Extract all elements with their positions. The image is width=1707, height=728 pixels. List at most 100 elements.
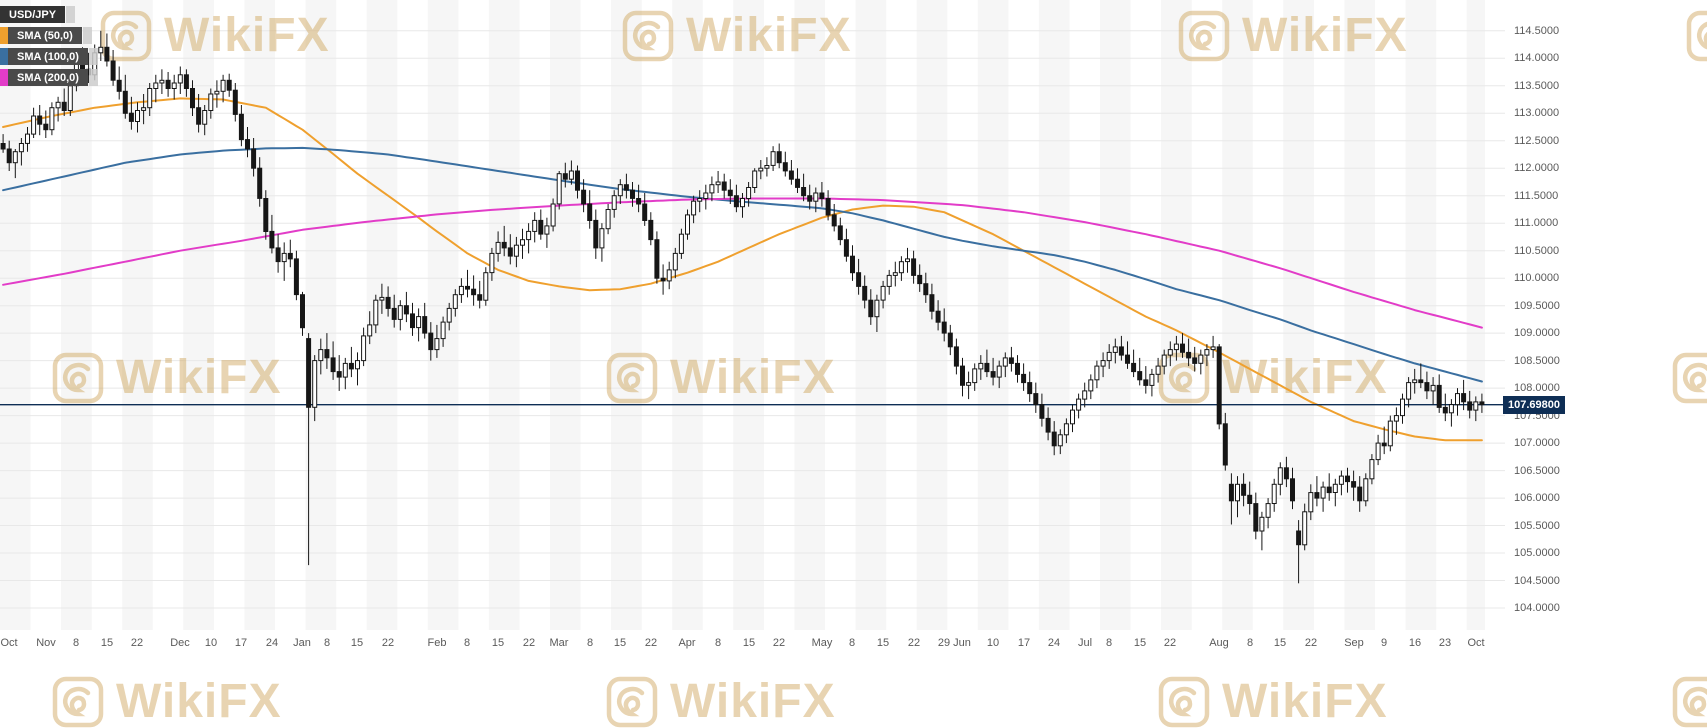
price-axis-label: 114.5000 bbox=[1514, 25, 1560, 37]
wikifx-logo-icon bbox=[1672, 676, 1707, 728]
time-axis-label: 15 bbox=[350, 637, 364, 649]
time-axis-label: Dec bbox=[170, 637, 190, 649]
wikifx-watermark-text: WikiFX bbox=[116, 675, 282, 728]
price-axis-label: 107.0000 bbox=[1514, 437, 1560, 449]
time-axis-label: 8 bbox=[1246, 637, 1254, 649]
indicator-badge-sma50[interactable]: SMA (50,0) bbox=[0, 27, 98, 44]
legend-endcap bbox=[82, 27, 92, 44]
time-axis: Oct Nov 8 15 22 Dec 10 17 24 Jan 8 15 22 Feb 8 15 22 Mar 8… bbox=[0, 630, 1520, 656]
time-axis-label: 10 bbox=[204, 637, 218, 649]
price-axis-label: 104.0000 bbox=[1514, 602, 1560, 614]
price-axis-label: 109.5000 bbox=[1514, 300, 1560, 312]
time-axis-label: 8 bbox=[463, 637, 471, 649]
price-axis-label: 105.0000 bbox=[1514, 547, 1560, 559]
indicator-badge-sma200[interactable]: SMA (200,0) bbox=[0, 69, 98, 86]
current-price-badge: 107.69800 bbox=[1503, 396, 1565, 414]
wikifx-watermark: WikiFX bbox=[52, 676, 282, 728]
price-axis-label: 108.0000 bbox=[1514, 382, 1560, 394]
time-axis-label: 22 bbox=[1304, 637, 1318, 649]
chart-plot[interactable] bbox=[0, 0, 1505, 630]
time-axis-label: Aug bbox=[1209, 637, 1229, 649]
price-axis-label: 113.0000 bbox=[1514, 107, 1560, 119]
time-axis-label: 17 bbox=[234, 637, 248, 649]
time-axis-label: 22 bbox=[907, 637, 921, 649]
sma-50-line bbox=[2, 97, 1483, 442]
price-axis-label: 113.5000 bbox=[1514, 80, 1560, 92]
indicator-badge-sma100[interactable]: SMA (100,0) bbox=[0, 48, 98, 65]
time-axis-label: 22 bbox=[130, 637, 144, 649]
time-axis-label: Jul bbox=[1077, 637, 1093, 649]
time-axis-label: 24 bbox=[1047, 637, 1061, 649]
sma-100-line bbox=[2, 146, 1483, 383]
time-axis-label: 9 bbox=[1380, 637, 1388, 649]
time-axis-label: 15 bbox=[1133, 637, 1147, 649]
time-axis-label: 15 bbox=[100, 637, 114, 649]
legend-endcap bbox=[88, 69, 98, 86]
time-axis-label: 8 bbox=[848, 637, 856, 649]
time-axis-label: 16 bbox=[1408, 637, 1422, 649]
time-axis-label: Feb bbox=[427, 637, 447, 649]
wikifx-watermark: WikiFX bbox=[606, 676, 836, 728]
time-axis-label: Sep bbox=[1344, 637, 1364, 649]
time-axis-label: 8 bbox=[323, 637, 331, 649]
price-axis-label: 108.5000 bbox=[1514, 355, 1560, 367]
sma100-color-chip bbox=[0, 48, 8, 65]
price-gridlines bbox=[0, 30, 1505, 609]
wikifx-logo-icon bbox=[52, 676, 104, 728]
price-axis-label: 105.5000 bbox=[1514, 520, 1560, 532]
price-axis-label: 109.0000 bbox=[1514, 327, 1560, 339]
symbol-label: USD/JPY bbox=[0, 6, 66, 23]
time-axis-label: Apr bbox=[678, 637, 696, 649]
symbol-badge[interactable]: USD/JPY bbox=[0, 6, 98, 23]
price-axis-label: 104.5000 bbox=[1514, 575, 1560, 587]
price-axis-label: 106.5000 bbox=[1514, 465, 1560, 477]
price-axis-label: 111.0000 bbox=[1514, 217, 1559, 229]
chart-legend: USD/JPY SMA (50,0) SMA (100,0) SMA (200,… bbox=[0, 6, 98, 90]
time-axis-label: Oct bbox=[0, 637, 18, 649]
price-axis-label: 106.0000 bbox=[1514, 492, 1560, 504]
time-axis-label: 22 bbox=[522, 637, 536, 649]
time-axis-label: Jan bbox=[293, 637, 311, 649]
legend-endcap bbox=[66, 6, 76, 23]
time-axis-label: Mar bbox=[549, 637, 569, 649]
price-axis-label: 112.5000 bbox=[1514, 135, 1560, 147]
time-axis-label: 23 bbox=[1438, 637, 1452, 649]
time-axis-label: 24 bbox=[265, 637, 279, 649]
time-axis-label: 8 bbox=[1105, 637, 1113, 649]
time-axis-label: 15 bbox=[742, 637, 756, 649]
price-axis-label: 110.5000 bbox=[1514, 245, 1560, 257]
wikifx-watermark-text: WikiFX bbox=[670, 675, 836, 728]
price-axis-label: 110.0000 bbox=[1514, 272, 1560, 284]
wikifx-logo-icon bbox=[1158, 676, 1210, 728]
time-axis-label: 8 bbox=[586, 637, 594, 649]
sma100-label: SMA (100,0) bbox=[8, 48, 88, 65]
price-axis-label: 114.0000 bbox=[1514, 52, 1560, 64]
wikifx-watermark: WikiFX bbox=[1672, 676, 1707, 728]
time-axis-label: Oct bbox=[1467, 637, 1485, 649]
time-axis-label: 15 bbox=[1273, 637, 1287, 649]
time-axis-label: May bbox=[811, 637, 833, 649]
time-axis-label: 22 bbox=[644, 637, 658, 649]
time-axis-label: 22 bbox=[772, 637, 786, 649]
time-axis-label: 10 bbox=[986, 637, 1000, 649]
time-axis-label: Nov bbox=[36, 637, 56, 649]
wikifx-watermark-text: WikiFX bbox=[1222, 675, 1388, 728]
sma200-label: SMA (200,0) bbox=[8, 69, 88, 86]
candlestick-series[interactable] bbox=[0, 30, 1485, 584]
wikifx-logo-icon bbox=[606, 676, 658, 728]
time-axis-label: 15 bbox=[491, 637, 505, 649]
sma200-color-chip bbox=[0, 69, 8, 86]
legend-endcap bbox=[88, 48, 98, 65]
price-axis-label: 112.0000 bbox=[1514, 162, 1560, 174]
time-axis-label: 15 bbox=[876, 637, 890, 649]
price-axis-label: 111.5000 bbox=[1514, 190, 1559, 202]
time-axis-label: 17 bbox=[1017, 637, 1031, 649]
time-axis-label: Jun bbox=[953, 637, 971, 649]
time-axis-label: 29 bbox=[937, 637, 951, 649]
time-axis-label: 15 bbox=[613, 637, 627, 649]
price-axis: 114.5000 114.0000 113.5000 113.0000 112.5000… bbox=[1505, 0, 1705, 656]
sma-200-line bbox=[2, 197, 1483, 329]
time-axis-label: 22 bbox=[1163, 637, 1177, 649]
time-axis-label: 8 bbox=[714, 637, 722, 649]
